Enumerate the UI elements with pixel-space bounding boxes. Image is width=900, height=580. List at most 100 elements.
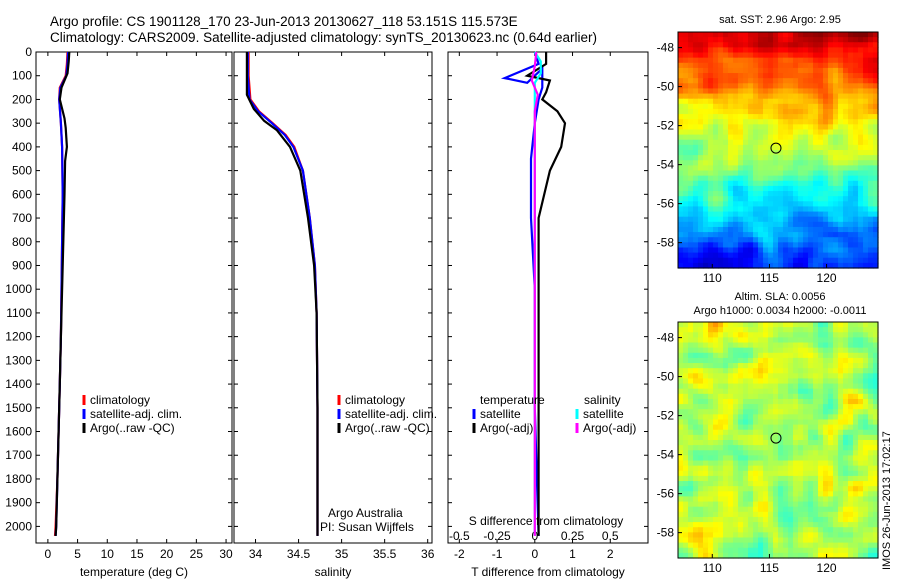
heatmap-cell	[848, 460, 854, 467]
heatmap-cell	[713, 67, 719, 74]
heatmap-cell	[723, 547, 729, 554]
heatmap-cell	[823, 388, 829, 395]
heatmap-cell	[693, 196, 699, 202]
heatmap-cell	[863, 491, 869, 498]
heatmap-cell	[728, 108, 734, 115]
heatmap-cell	[843, 42, 849, 48]
heatmap-cell	[863, 93, 869, 100]
heatmap-cell	[768, 368, 774, 374]
heatmap-cell	[683, 496, 689, 503]
heatmap-cell	[688, 327, 694, 333]
heatmap-cell	[813, 124, 819, 131]
heatmap-cell	[753, 445, 759, 451]
heatmap-cell	[863, 347, 869, 354]
heatmap-cell	[808, 460, 814, 467]
heatmap-cell	[698, 242, 704, 249]
heatmap-cell	[723, 347, 729, 354]
heatmap-cell	[748, 211, 754, 218]
heatmap-cell	[853, 332, 859, 338]
heatmap-cell	[828, 547, 834, 554]
heatmap-cell	[853, 93, 859, 100]
heatmap-cell	[838, 78, 844, 84]
heatmap-cell	[813, 47, 819, 54]
heatmap-cell	[818, 180, 824, 187]
heatmap-cell	[788, 424, 794, 431]
heatmap-cell	[703, 342, 709, 349]
heatmap-cell	[868, 262, 874, 269]
heatmap-cell	[703, 398, 709, 405]
heatmap-cell	[723, 388, 729, 395]
heatmap-cell	[768, 470, 774, 477]
legend-temperature-title: temperature	[480, 393, 545, 407]
heatmap-cell	[813, 506, 819, 513]
heatmap-cell	[733, 404, 739, 410]
heatmap-cell	[693, 357, 699, 364]
heatmap-cell	[698, 232, 704, 238]
heatmap-cell	[738, 552, 744, 559]
heatmap-cell	[803, 532, 809, 539]
heatmap-cell	[703, 378, 709, 385]
heatmap-cell	[773, 496, 779, 503]
heatmap-cell	[873, 475, 879, 482]
heatmap-cell	[718, 129, 724, 136]
heatmap-cell	[778, 398, 784, 405]
heatmap-cell	[773, 262, 779, 269]
heatmap-cell	[723, 465, 729, 472]
heatmap-cell	[838, 47, 844, 54]
heatmap-cell	[748, 88, 754, 95]
heatmap-cell	[758, 424, 764, 431]
heatmap-cell	[793, 134, 799, 141]
heatmap-cell	[713, 247, 719, 254]
heatmap-cell	[828, 465, 834, 472]
heatmap-cell	[828, 409, 834, 415]
heatmap-cell	[873, 237, 879, 243]
heatmap-cell	[808, 180, 814, 187]
heatmap-cell	[843, 475, 849, 482]
heatmap-cell	[843, 429, 849, 436]
heatmap-cell	[873, 491, 879, 498]
heatmap-cell	[813, 378, 819, 385]
heatmap-cell	[843, 226, 849, 233]
heatmap-cell	[733, 52, 739, 59]
heatmap-cell	[758, 393, 764, 400]
heatmap-cell	[723, 393, 729, 400]
heatmap-cell	[823, 440, 829, 446]
heatmap-cell	[803, 537, 809, 544]
heatmap-cell	[863, 450, 869, 456]
heatmap-cell	[848, 73, 854, 79]
heatmap-cell	[703, 62, 709, 69]
heatmap-cell	[808, 393, 814, 400]
heatmap-cell	[833, 414, 839, 421]
heatmap-cell	[813, 32, 819, 38]
salinity-axis-label: salinity	[315, 565, 352, 579]
x-tick-label: 120	[817, 561, 837, 575]
heatmap-cell	[678, 67, 684, 74]
heatmap-cell	[678, 368, 684, 374]
heatmap-cell	[713, 532, 719, 539]
heatmap-cell	[843, 542, 849, 549]
heatmap-cell	[788, 383, 794, 390]
heatmap-cell	[758, 475, 764, 482]
heatmap-cell	[778, 322, 784, 328]
heatmap-cell	[813, 103, 819, 110]
heatmap-cell	[738, 98, 744, 105]
heatmap-cell	[698, 342, 704, 349]
heatmap-cell	[843, 532, 849, 539]
heatmap-cell	[768, 455, 774, 462]
heatmap-cell	[758, 404, 764, 410]
heatmap-cell	[873, 393, 879, 400]
heatmap-cell	[803, 542, 809, 549]
heatmap-cell	[833, 486, 839, 492]
heatmap-cell	[868, 481, 874, 487]
y-tick-label: 1100	[6, 306, 32, 320]
heatmap-cell	[788, 57, 794, 64]
heatmap-cell	[678, 378, 684, 385]
sla-heatmap-cells	[678, 322, 879, 559]
heatmap-cell	[768, 552, 774, 559]
heatmap-cell	[698, 470, 704, 477]
heatmap-cell	[863, 527, 869, 533]
heatmap-cell	[833, 332, 839, 338]
heatmap-cell	[688, 242, 694, 249]
heatmap-cell	[813, 170, 819, 177]
heatmap-cell	[768, 221, 774, 228]
